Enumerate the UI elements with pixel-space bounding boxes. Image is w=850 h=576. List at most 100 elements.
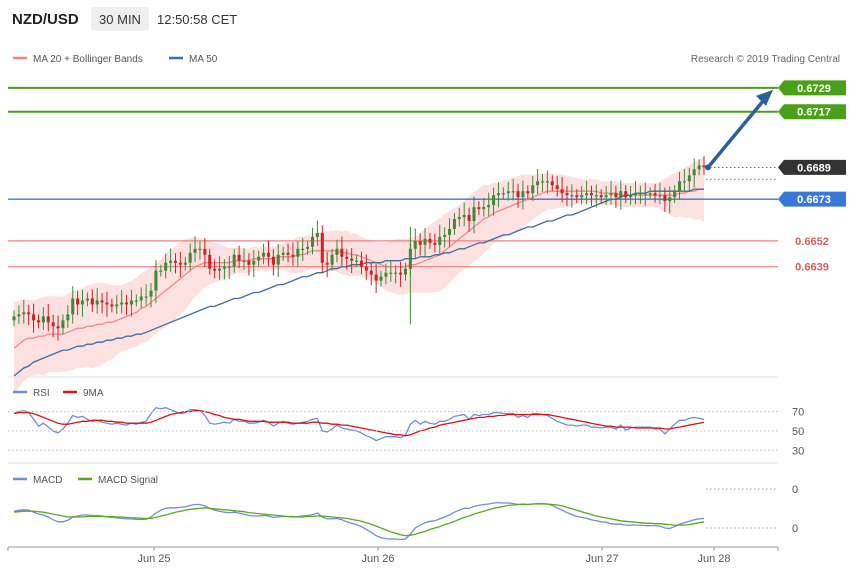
candle bbox=[692, 158, 696, 188]
candle-body bbox=[95, 300, 99, 305]
candle bbox=[22, 300, 26, 324]
candle bbox=[129, 289, 133, 317]
candle bbox=[506, 182, 510, 201]
candle bbox=[452, 213, 456, 235]
candle bbox=[257, 250, 261, 267]
rsi-9ma-legend-label: 9MA bbox=[83, 388, 104, 399]
candle-body bbox=[585, 193, 589, 196]
candle-body bbox=[46, 316, 50, 323]
candle bbox=[66, 305, 70, 328]
candle-body bbox=[100, 300, 104, 303]
candle bbox=[110, 298, 114, 313]
candle bbox=[51, 314, 55, 338]
candle-body bbox=[663, 195, 667, 202]
candle-body bbox=[237, 254, 241, 261]
candle-body bbox=[545, 181, 549, 183]
rsi-tick-label: 30 bbox=[792, 445, 804, 457]
candle bbox=[575, 189, 579, 204]
candle-body bbox=[394, 272, 398, 274]
candle bbox=[320, 225, 324, 274]
candle-body bbox=[418, 240, 422, 245]
candle bbox=[457, 207, 461, 227]
rsi-tick-label: 70 bbox=[792, 407, 804, 419]
candle-body bbox=[570, 195, 574, 197]
candle bbox=[350, 248, 354, 274]
candle-body bbox=[462, 215, 466, 218]
candle-body bbox=[271, 256, 275, 265]
candle-body bbox=[619, 191, 623, 198]
candle-body bbox=[129, 300, 133, 305]
candle bbox=[526, 185, 530, 200]
candle bbox=[629, 186, 633, 205]
candle-body bbox=[232, 254, 236, 267]
candle bbox=[183, 256, 187, 271]
level-0-6652-tag: 0.6652 bbox=[795, 236, 829, 248]
candle bbox=[594, 184, 598, 208]
level-0-6717-tag-bg bbox=[778, 104, 846, 120]
candle-body bbox=[653, 193, 657, 196]
candle bbox=[310, 227, 315, 255]
candle-body bbox=[276, 254, 280, 265]
candle-body bbox=[85, 298, 89, 301]
bollinger-band-fill bbox=[14, 156, 704, 395]
candle-body bbox=[125, 302, 129, 305]
candle-body bbox=[105, 302, 109, 305]
candle-body bbox=[301, 248, 305, 251]
candle-body bbox=[134, 300, 138, 302]
candle bbox=[619, 180, 623, 210]
macd-signal-line bbox=[13, 503, 705, 537]
candle-body bbox=[12, 316, 16, 321]
date-label: Jun 26 bbox=[361, 553, 394, 565]
timeframe-badge bbox=[91, 7, 149, 31]
ma50-line bbox=[13, 188, 704, 377]
level-0-6729-value: 0.6729 bbox=[797, 83, 831, 95]
candle bbox=[27, 304, 31, 326]
candle-body bbox=[492, 195, 496, 206]
candle-body bbox=[310, 236, 315, 247]
level-0-6689-value: 0.6689 bbox=[797, 162, 831, 174]
candle-body bbox=[17, 314, 21, 317]
candle-body bbox=[76, 298, 80, 305]
candle bbox=[301, 238, 305, 262]
candle bbox=[443, 227, 447, 248]
candle bbox=[374, 263, 378, 293]
candle bbox=[178, 251, 182, 278]
candle-body bbox=[433, 242, 437, 245]
candle-body bbox=[36, 320, 40, 323]
candle-body bbox=[120, 302, 124, 305]
candle bbox=[355, 254, 359, 267]
candle bbox=[545, 170, 549, 194]
candle bbox=[682, 168, 686, 191]
candle bbox=[663, 187, 667, 212]
candle bbox=[291, 242, 295, 266]
candle-body bbox=[658, 195, 662, 197]
candle bbox=[423, 228, 427, 258]
candle-body bbox=[580, 195, 584, 198]
rsi-9ma-line bbox=[13, 409, 705, 437]
candle-body bbox=[403, 268, 408, 275]
candle-body bbox=[71, 298, 75, 315]
candle-body bbox=[467, 215, 471, 221]
candle-body bbox=[159, 270, 163, 272]
time-axis-labels: Jun 25 Jun 26 Jun 27 Jun 28 bbox=[7, 547, 779, 565]
candle bbox=[369, 263, 373, 286]
level-0-6673-tag-bg bbox=[778, 191, 846, 207]
rsi-legend: RSI 9MA bbox=[13, 388, 104, 399]
candle bbox=[702, 156, 706, 175]
candle-body bbox=[80, 300, 85, 305]
candle-body bbox=[428, 238, 432, 243]
candle bbox=[41, 307, 45, 330]
candle-body bbox=[90, 298, 94, 305]
level-0-6673-value: 0.6673 bbox=[797, 194, 831, 206]
candle bbox=[536, 168, 540, 195]
candle bbox=[173, 253, 178, 274]
candle bbox=[638, 185, 642, 204]
forecast-arrow bbox=[705, 89, 773, 171]
price-level-tags: 0.6729 0.6717 0.6689 0.6673 0.6652 0.6639 bbox=[778, 80, 846, 274]
candle-body bbox=[227, 266, 231, 268]
candle bbox=[164, 253, 168, 279]
candle-body bbox=[702, 165, 706, 168]
timeframe-label: 30 MIN bbox=[99, 12, 141, 27]
level-0-6717-value: 0.6717 bbox=[797, 107, 831, 119]
candle-body bbox=[452, 219, 456, 229]
